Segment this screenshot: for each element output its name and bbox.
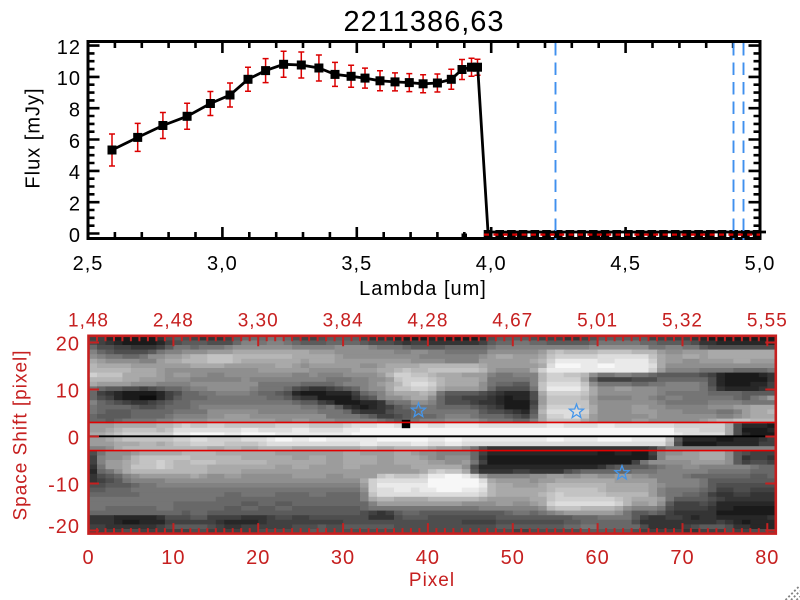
svg-text:5,0: 5,0: [745, 253, 776, 275]
svg-text:4,5: 4,5: [610, 253, 641, 275]
svg-text:20: 20: [246, 547, 270, 569]
svg-text:Pixel: Pixel: [409, 570, 455, 591]
svg-text:2,5: 2,5: [73, 253, 104, 275]
svg-text:12: 12: [57, 37, 81, 59]
svg-text:2,48: 2,48: [153, 311, 194, 332]
svg-text:4,67: 4,67: [492, 311, 533, 332]
svg-text:10: 10: [161, 547, 185, 569]
svg-text:30: 30: [331, 547, 355, 569]
svg-text:3,5: 3,5: [341, 253, 372, 275]
svg-text:1,48: 1,48: [68, 311, 109, 332]
svg-text:50: 50: [501, 547, 525, 569]
svg-text:Lambda [um]: Lambda [um]: [359, 278, 487, 300]
svg-text:0: 0: [69, 225, 81, 247]
svg-text:3,30: 3,30: [238, 311, 279, 332]
svg-text:Space Shift [pixel]: Space Shift [pixel]: [11, 349, 32, 520]
svg-text:5,32: 5,32: [662, 311, 703, 332]
svg-text:-20: -20: [48, 516, 80, 538]
svg-text:80: 80: [755, 547, 779, 569]
svg-text:40: 40: [416, 547, 440, 569]
svg-text:3,0: 3,0: [207, 253, 238, 275]
svg-text:5,55: 5,55: [747, 311, 788, 332]
svg-text:5,01: 5,01: [577, 311, 618, 332]
svg-text:10: 10: [57, 68, 81, 90]
svg-text:4: 4: [69, 162, 81, 184]
svg-text:4,0: 4,0: [476, 253, 507, 275]
svg-text:2: 2: [69, 193, 81, 215]
svg-text:Flux [mJy]: Flux [mJy]: [23, 87, 45, 188]
svg-text:6: 6: [69, 131, 81, 153]
svg-text:70: 70: [670, 547, 694, 569]
svg-text:20: 20: [56, 334, 80, 356]
svg-text:8: 8: [69, 100, 81, 122]
svg-text:60: 60: [585, 547, 609, 569]
svg-text:4,28: 4,28: [407, 311, 448, 332]
svg-text:-10: -10: [48, 475, 80, 497]
svg-text:2211386,63: 2211386,63: [343, 6, 504, 38]
svg-text:0: 0: [68, 428, 80, 450]
svg-text:3,84: 3,84: [323, 311, 364, 332]
svg-text:0: 0: [82, 547, 94, 569]
svg-text:10: 10: [56, 381, 80, 403]
